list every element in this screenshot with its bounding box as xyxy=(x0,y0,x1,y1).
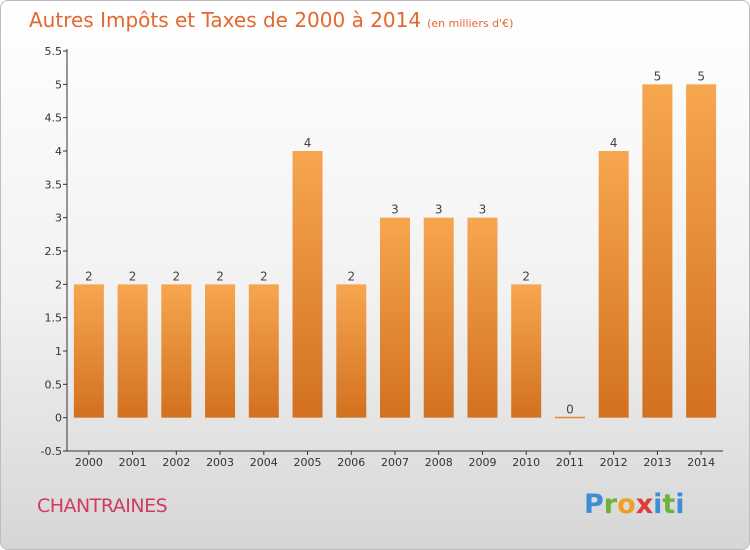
x-tick-label: 2003 xyxy=(206,456,234,469)
y-tick-label: 1 xyxy=(55,345,62,358)
bar-value-label: 3 xyxy=(479,203,487,217)
y-tick-label: 3 xyxy=(55,212,62,225)
y-tick-label: 4 xyxy=(55,145,62,158)
x-tick-label: 2009 xyxy=(468,456,496,469)
chart-y-ticks: -0.5 0 0.5 1 1.5 2 2.5 3 3.5 4 4.5 5 5.5 xyxy=(41,45,67,458)
bar-2012 xyxy=(598,151,629,418)
x-tick-label: 2011 xyxy=(556,456,584,469)
bar-value-label: 2 xyxy=(216,269,224,283)
bar-2000 xyxy=(73,284,104,418)
x-tick-label: 2013 xyxy=(643,456,671,469)
bar-2010 xyxy=(511,284,542,418)
x-tick-label: 2000 xyxy=(75,456,103,469)
y-tick-label: 2 xyxy=(55,278,62,291)
bar-2007 xyxy=(380,217,410,418)
y-tick-label: 4.5 xyxy=(45,112,63,125)
x-tick-label: 2004 xyxy=(250,456,278,469)
bar-2006 xyxy=(336,284,367,418)
bar-2001 xyxy=(117,284,148,418)
x-tick-label: 2001 xyxy=(119,456,147,469)
bar-value-label: 4 xyxy=(304,136,312,150)
chart-title: Autres Impôts et Taxes de 2000 à 2014 (en… xyxy=(29,8,513,32)
x-tick-label: 2008 xyxy=(425,456,453,469)
bar-value-label: 2 xyxy=(347,269,355,283)
bar-2005 xyxy=(292,151,323,418)
x-tick-label: 2012 xyxy=(600,456,628,469)
bar-2009 xyxy=(467,217,498,418)
bar-2008 xyxy=(423,217,454,418)
proxiti-logo: Proxiti xyxy=(584,489,685,520)
x-tick-label: 2010 xyxy=(512,456,540,469)
bar-value-label: 2 xyxy=(129,269,137,283)
commune-name: CHANTRAINES xyxy=(37,495,168,517)
bar-value-label: 2 xyxy=(522,269,530,283)
bar-value-label: 3 xyxy=(391,203,399,217)
bar-value-label: 5 xyxy=(697,69,705,83)
x-tick-label: 2002 xyxy=(162,456,190,469)
x-tick-label: 2005 xyxy=(294,456,322,469)
bar-value-label: 0 xyxy=(566,403,574,417)
bar-2011 xyxy=(554,416,585,419)
y-tick-label: -0.5 xyxy=(41,445,62,458)
y-tick-label: 1.5 xyxy=(45,312,63,325)
bar-2002 xyxy=(161,284,192,418)
bar-2013 xyxy=(642,84,673,418)
bar-value-label: 2 xyxy=(173,269,181,283)
y-tick-label: 0.5 xyxy=(45,378,63,391)
chart-title-unit: (en milliers d'€) xyxy=(427,17,514,30)
chart-title-main: Autres Impôts et Taxes de 2000 à 2014 xyxy=(29,8,422,32)
bar-value-label: 3 xyxy=(435,203,443,217)
bar-value-label: 4 xyxy=(610,136,618,150)
y-tick-label: 3.5 xyxy=(45,178,63,191)
bar-2014 xyxy=(686,84,717,418)
bar-2003 xyxy=(205,284,236,418)
bar-value-label: 2 xyxy=(85,269,93,283)
y-tick-label: 5.5 xyxy=(45,45,63,58)
chart-bar-labels: 2 2 2 2 2 4 2 3 3 3 2 0 4 5 5 xyxy=(85,69,705,416)
bar-value-label: 5 xyxy=(654,69,662,83)
x-tick-label: 2006 xyxy=(337,456,365,469)
chart-x-ticks: 2000 2001 2002 2003 2004 2005 2006 2007 2008 2009… xyxy=(75,451,715,469)
bar-value-label: 2 xyxy=(260,269,268,283)
chart-bars xyxy=(73,84,717,419)
y-tick-label: 2.5 xyxy=(45,245,63,258)
y-tick-label: 0 xyxy=(55,412,62,425)
y-tick-label: 5 xyxy=(55,78,62,91)
bar-2004 xyxy=(248,284,279,418)
x-tick-label: 2007 xyxy=(381,456,409,469)
x-tick-label: 2014 xyxy=(687,456,715,469)
